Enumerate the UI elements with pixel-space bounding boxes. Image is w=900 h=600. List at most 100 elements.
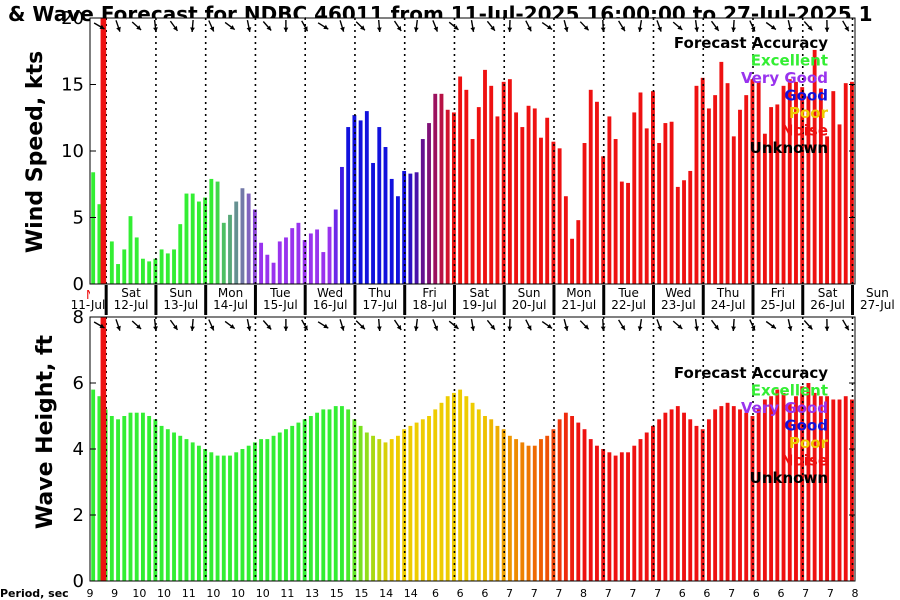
direction-arrow-head	[583, 25, 589, 31]
wave-bar	[97, 396, 102, 581]
direction-arrow-head	[453, 324, 459, 329]
wind-ytick-label: 0	[73, 274, 84, 295]
wind-bar	[501, 81, 506, 284]
wind-bar	[619, 181, 624, 284]
wave-bar	[458, 389, 463, 581]
wave-bar	[91, 389, 96, 581]
wave-bar	[470, 402, 475, 581]
wind-bar	[576, 220, 581, 284]
wave-bar	[402, 429, 407, 581]
day-band-separator	[552, 285, 556, 315]
wave-bar	[141, 412, 145, 581]
day-of-week-label: Fri	[422, 286, 436, 300]
period-tick-label: 8	[580, 587, 587, 600]
legend-item: Poor	[789, 434, 829, 452]
wind-bar	[159, 249, 164, 284]
day-band-separator	[403, 285, 407, 315]
wind-bar	[277, 241, 282, 284]
period-tick-label: 15	[330, 587, 344, 600]
wind-ytick-label: 5	[73, 208, 84, 229]
wave-bar	[787, 402, 792, 581]
wind-bar	[265, 254, 270, 284]
wave-bar	[551, 429, 556, 581]
wind-bar	[613, 139, 618, 284]
wind-bar	[688, 170, 693, 284]
period-tick-label: 11	[182, 587, 196, 600]
wave-bar	[122, 416, 127, 581]
wave-bar	[756, 409, 761, 581]
wave-bar	[420, 419, 425, 581]
wave-bar	[433, 409, 438, 581]
legend-item: Very Good	[741, 399, 828, 417]
wind-ylabel: Wind Speed, kts	[23, 51, 48, 253]
wave-bar	[302, 419, 307, 581]
direction-arrow-head	[490, 324, 495, 330]
wave-bar	[371, 435, 375, 581]
day-band-bg	[90, 285, 855, 315]
period-tick-label: 6	[481, 587, 488, 600]
legend-item: Good	[784, 87, 828, 105]
date-label: 12-Jul	[114, 298, 149, 312]
direction-arrow-head	[209, 26, 215, 32]
day-of-week-label: Tue	[617, 286, 639, 300]
wind-bar	[122, 249, 127, 284]
day-band-separator	[104, 285, 108, 315]
wind-bar	[408, 173, 413, 284]
wave-bar	[116, 419, 120, 581]
wave-bar	[396, 435, 400, 581]
wave-bar	[464, 396, 469, 581]
wave-bar	[526, 445, 531, 581]
wave-bar	[818, 396, 823, 581]
wave-bar	[147, 416, 152, 581]
direction-arrow-head	[844, 325, 849, 331]
wind-bar	[601, 156, 606, 284]
direction-arrow-head	[470, 27, 476, 32]
wave-bar	[843, 396, 848, 581]
direction-arrow-head	[807, 25, 813, 31]
wave-bar	[383, 442, 388, 581]
wind-bar	[116, 264, 120, 284]
wave-bar	[800, 386, 805, 581]
wind-bar	[818, 88, 823, 285]
wave-bar	[781, 392, 786, 581]
wave-bar	[290, 425, 295, 581]
direction-arrow-head	[116, 26, 121, 32]
direction-arrow-head	[433, 26, 438, 32]
wind-bar	[582, 143, 587, 284]
wave-bar	[259, 439, 264, 581]
period-tick-label: 13	[305, 587, 319, 600]
wind-bar	[607, 116, 612, 284]
direction-arrow-head	[246, 27, 252, 32]
direction-arrow-head	[507, 27, 513, 32]
wave-bar	[576, 422, 581, 581]
wind-bar	[775, 104, 780, 284]
period-tick-label: 7	[827, 587, 834, 600]
date-label: 26-Jul	[810, 298, 845, 312]
wind-bar	[396, 196, 400, 284]
wind-bar	[626, 182, 630, 284]
direction-arrow-head	[807, 324, 813, 330]
wind-bar	[296, 222, 301, 284]
wind-bar	[333, 209, 338, 284]
wind-bar	[638, 92, 643, 284]
wave-bar	[607, 452, 612, 581]
legend-item: Excellent	[751, 52, 828, 70]
date-label: 22-Jul	[611, 298, 646, 312]
wind-bar	[184, 193, 189, 284]
wind-bar	[657, 143, 662, 284]
direction-arrow-head	[563, 26, 569, 32]
wind-bar	[476, 107, 481, 284]
period-tick-label: 7	[802, 587, 809, 600]
direction-arrow-head	[173, 25, 178, 31]
wave-bar	[831, 399, 836, 581]
wind-bar	[327, 226, 332, 284]
wave-ylabel: Wave Height, ft	[33, 334, 58, 529]
direction-arrow-head	[360, 324, 365, 330]
wind-ytick-label: 10	[61, 141, 84, 162]
wave-bar	[483, 416, 487, 581]
wave-bar	[507, 435, 512, 581]
day-band-separator	[154, 285, 158, 315]
day-of-week-label: Sat	[469, 286, 489, 300]
wind-bar	[321, 252, 326, 284]
legend-item: Noise	[781, 122, 828, 140]
